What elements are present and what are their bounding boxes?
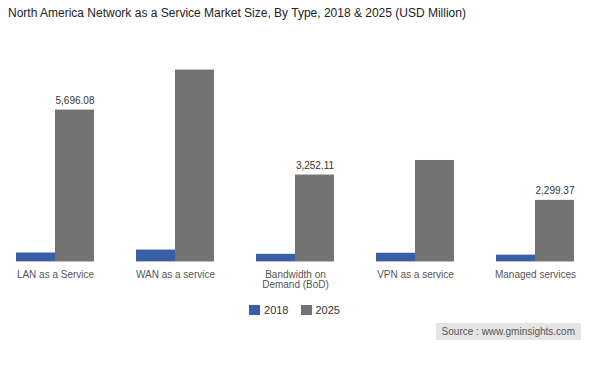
html-text:2025: 2025	[315, 304, 340, 316]
svg-text:Managed services: Managed services	[495, 269, 576, 280]
svg-text:2,299.37: 2,299.37	[536, 185, 575, 196]
svg-text:VPN as a service: VPN as a service	[377, 269, 454, 280]
svg-text:LAN as a Service: LAN as a Service	[17, 269, 95, 280]
html-text:Source : www.gminsights.com: Source : www.gminsights.com	[441, 326, 575, 337]
html-text:North America Network as a Ser: North America Network as a Service Marke…	[8, 6, 466, 20]
svg-text:5,696.08: 5,696.08	[56, 95, 95, 106]
svg-text:3,252.11: 3,252.11	[296, 160, 335, 171]
svg-text:WAN as a service: WAN as a service	[136, 269, 216, 280]
html-text:2018: 2018	[264, 304, 289, 316]
svg-text:Bandwidth onDemand (BoD): Bandwidth onDemand (BoD)	[262, 269, 329, 290]
